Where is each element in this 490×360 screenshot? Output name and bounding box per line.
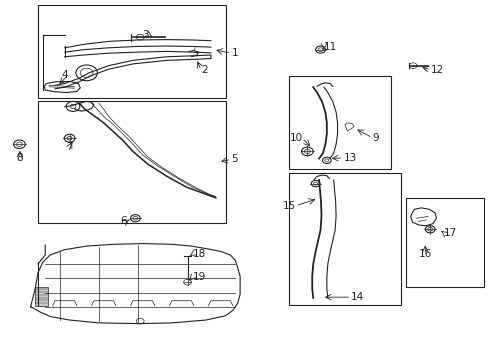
Text: 11: 11 [324,42,337,52]
Bar [406,198,484,287]
Bar [289,76,391,169]
Text: 13: 13 [343,153,357,163]
Bar [289,173,401,305]
Polygon shape [34,287,48,306]
Text: 2: 2 [201,65,208,75]
Text: 17: 17 [444,228,457,238]
Text: 14: 14 [351,292,365,302]
Text: 9: 9 [373,133,379,143]
Text: 4: 4 [61,70,68,80]
Text: 8: 8 [17,153,23,163]
Text: 5: 5 [231,154,238,164]
Text: 15: 15 [282,201,295,211]
Bar [38,5,225,98]
Text: 12: 12 [431,65,444,75]
Bar [38,102,225,223]
Text: 10: 10 [290,133,302,143]
Text: 6: 6 [121,216,127,226]
Text: 19: 19 [193,272,206,282]
Text: 7: 7 [66,142,73,152]
Text: 1: 1 [231,48,238,58]
Text: 3: 3 [142,30,148,40]
Text: 16: 16 [418,249,432,259]
Text: 18: 18 [193,249,206,259]
